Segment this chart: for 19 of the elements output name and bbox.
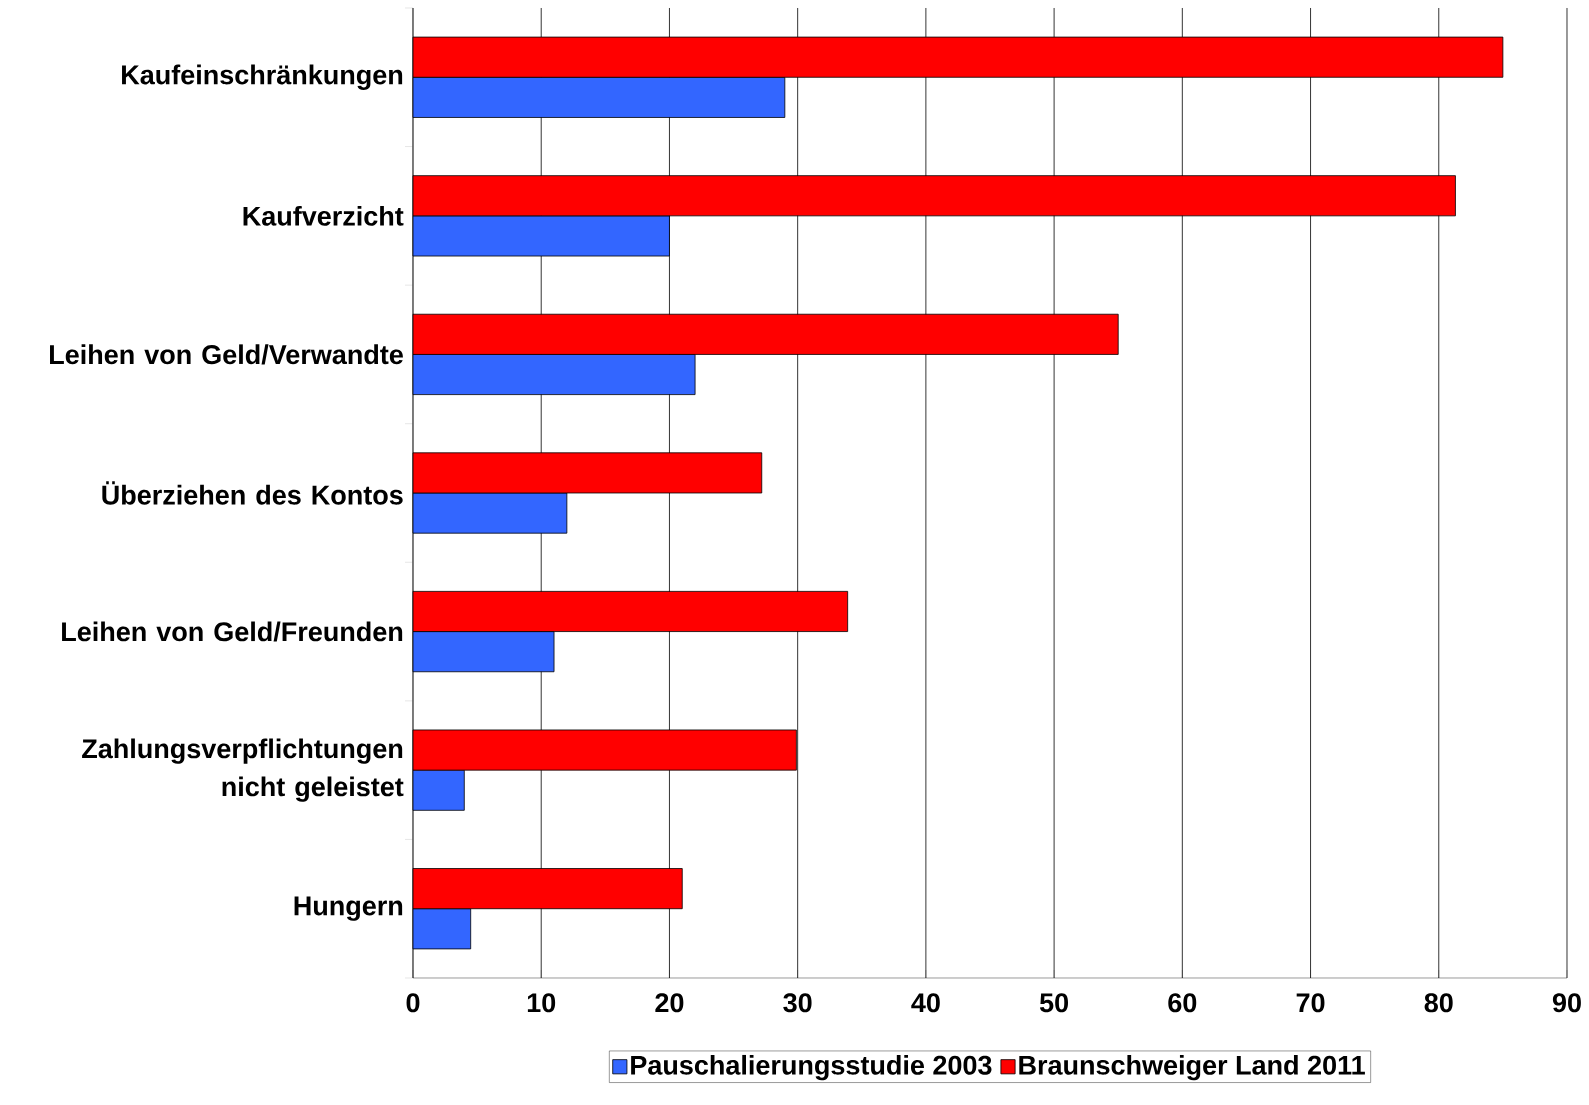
x-tick-label: 30 <box>783 993 812 1013</box>
x-tick-label: 70 <box>1296 993 1325 1013</box>
x-tick-label: 10 <box>527 993 556 1013</box>
x-tick-label: 90 <box>1552 993 1581 1013</box>
x-tick-label: 20 <box>655 993 684 1013</box>
y-tick-label: Leihen von Geld/Verwandte <box>50 344 403 365</box>
y-tick-label: Leihen von Geld/Freunden <box>62 621 403 642</box>
y-tick-label: Hungern <box>294 896 403 921</box>
legend-label: Braunschweiger Land 2011 <box>1019 1054 1365 1081</box>
x-tick-label: 0 <box>406 993 420 1013</box>
x-tick-label: 60 <box>1168 993 1197 1013</box>
y-tick-label: Überziehen des Kontos <box>102 481 403 505</box>
x-tick-label: 50 <box>1039 993 1069 1013</box>
y-tick-label: Kaufverzicht <box>243 205 404 226</box>
y-tick-label: Kaufeinschränkungen <box>122 64 403 90</box>
x-tick-label: 80 <box>1424 993 1453 1013</box>
legend-label: Pauschalierungsstudie 2003 <box>631 1054 992 1081</box>
x-tick-label: 40 <box>911 993 940 1013</box>
y-tick-label: Zahlungsverpflichtungen nicht geleistet <box>82 738 404 802</box>
